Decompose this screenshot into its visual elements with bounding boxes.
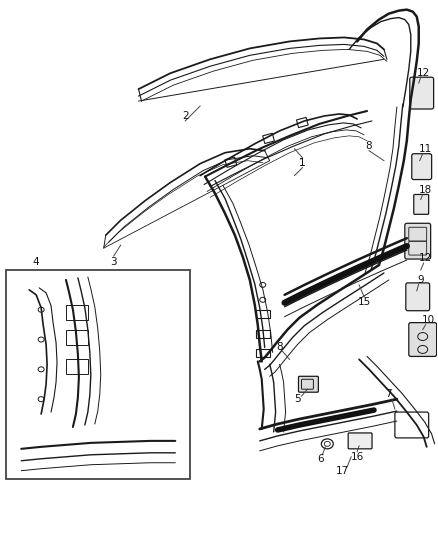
FancyBboxPatch shape <box>412 154 431 180</box>
Bar <box>66 305 88 320</box>
Text: 16: 16 <box>350 452 364 462</box>
FancyBboxPatch shape <box>405 223 431 259</box>
FancyBboxPatch shape <box>348 433 372 449</box>
Text: 8: 8 <box>366 141 372 151</box>
Text: 12: 12 <box>419 253 432 263</box>
Text: 1: 1 <box>299 158 306 168</box>
Text: 11: 11 <box>419 144 432 154</box>
Text: 6: 6 <box>317 454 324 464</box>
FancyBboxPatch shape <box>406 283 430 311</box>
Text: 10: 10 <box>422 314 435 325</box>
FancyBboxPatch shape <box>409 322 437 357</box>
Bar <box>256 310 270 318</box>
Bar <box>256 329 270 337</box>
Text: 5: 5 <box>294 394 301 404</box>
Bar <box>66 359 88 374</box>
Text: 4: 4 <box>33 257 39 267</box>
Bar <box>225 157 237 167</box>
Text: 15: 15 <box>357 297 371 307</box>
Text: 3: 3 <box>110 257 117 267</box>
Bar <box>263 133 274 143</box>
Text: 8: 8 <box>276 343 283 352</box>
FancyBboxPatch shape <box>298 376 318 392</box>
Bar <box>256 350 270 358</box>
FancyBboxPatch shape <box>414 195 429 214</box>
Bar <box>7 270 190 479</box>
Text: 9: 9 <box>417 275 424 285</box>
Text: 2: 2 <box>182 111 188 121</box>
Text: 12: 12 <box>417 68 430 78</box>
FancyBboxPatch shape <box>410 77 434 109</box>
Text: 17: 17 <box>336 466 349 475</box>
Bar <box>297 117 308 127</box>
Text: 7: 7 <box>385 389 392 399</box>
Text: 1: 1 <box>299 158 306 168</box>
Bar <box>66 329 88 344</box>
Text: 18: 18 <box>419 185 432 196</box>
